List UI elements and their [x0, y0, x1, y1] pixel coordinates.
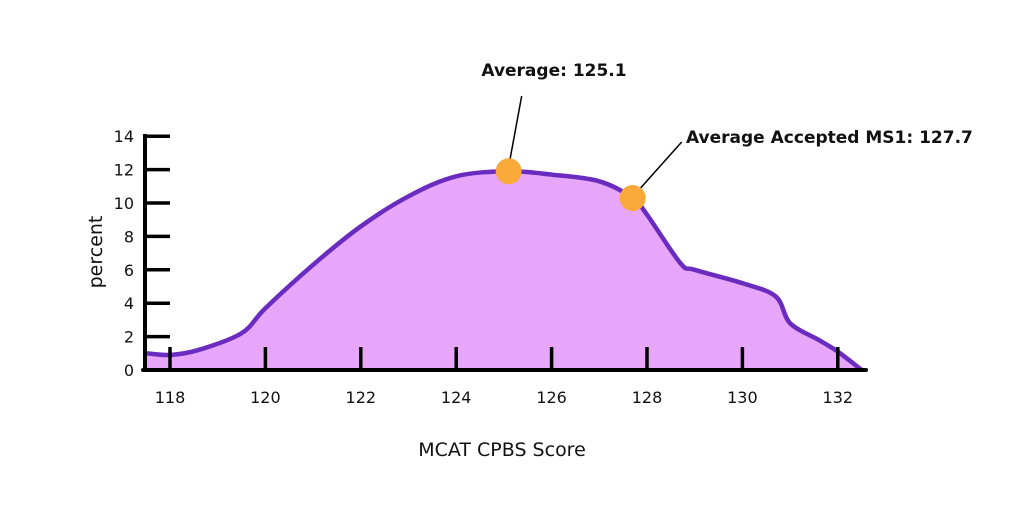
x-tick-label: 130 [727, 388, 758, 407]
x-tick-label: 122 [346, 388, 377, 407]
y-tick-label: 0 [124, 361, 134, 380]
y-axis-title: percent [85, 216, 107, 289]
x-tick-label: 132 [823, 388, 854, 407]
area-fill [146, 171, 862, 370]
x-tick-label: 128 [632, 388, 663, 407]
x-tick-label: 120 [250, 388, 281, 407]
y-tick-label: 6 [124, 261, 134, 280]
x-tick-label: 124 [441, 388, 472, 407]
x-tick-label: 118 [155, 388, 186, 407]
x-axis-title: MCAT CPBS Score [418, 439, 586, 461]
accepted-average-marker [619, 184, 646, 211]
annotation-accepted-label: Average Accepted MS1: 127.7 [686, 128, 973, 148]
average-marker [495, 158, 522, 185]
x-tick-label: 126 [536, 388, 567, 407]
y-tick-label: 8 [124, 227, 134, 246]
y-tick-label: 14 [114, 127, 134, 146]
annotation-average-leader [508, 95, 523, 162]
y-tick-label: 12 [114, 161, 134, 180]
y-tick-label: 10 [114, 194, 134, 213]
y-tick-label: 2 [124, 328, 134, 347]
annotation-average-label: Average: 125.1 [481, 61, 626, 81]
density-line [145, 169, 864, 372]
y-tick-label: 4 [124, 294, 134, 313]
annotation-accepted-leader [639, 141, 683, 190]
plot-area: 0 2 4 6 8 10 12 14 118 120 122 124 126 128 130 132 [114, 95, 868, 407]
